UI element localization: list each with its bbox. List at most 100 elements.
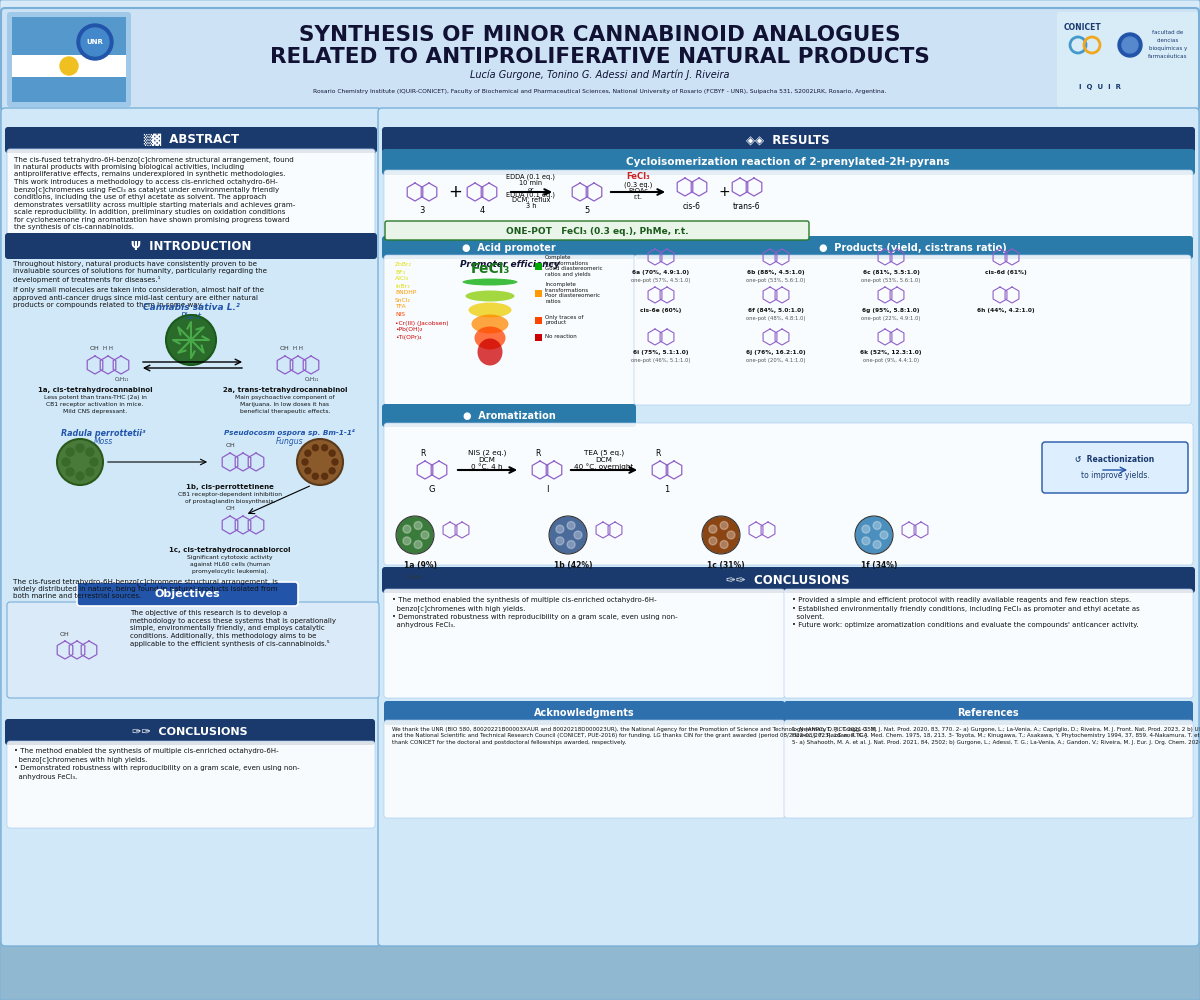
Text: Objectives: Objectives <box>154 589 220 599</box>
Text: NIS: NIS <box>395 312 406 316</box>
Text: 1f (34%): 1f (34%) <box>860 561 898 570</box>
Ellipse shape <box>468 302 511 318</box>
Text: References: References <box>958 708 1019 718</box>
Text: Significant cytotoxic activity: Significant cytotoxic activity <box>187 555 272 560</box>
FancyBboxPatch shape <box>384 701 785 725</box>
Text: 5- a) Shahooth, M. A. et al. J. Nat. Prod. 2021, 84, 2502; b) Gurgone, L.; Adess: 5- a) Shahooth, M. A. et al. J. Nat. Pro… <box>792 740 1200 745</box>
Circle shape <box>312 473 318 479</box>
Circle shape <box>414 521 422 529</box>
Text: 1c, cis-tetrahydrocannabiorcol: 1c, cis-tetrahydrocannabiorcol <box>169 547 290 553</box>
Circle shape <box>322 473 328 479</box>
Text: This work introduces a methodology to access cis-enriched octahydro-6H-: This work introduces a methodology to ac… <box>14 179 278 185</box>
FancyBboxPatch shape <box>7 149 374 235</box>
Text: one-pot (48%, 4.8:1.0): one-pot (48%, 4.8:1.0) <box>746 316 805 321</box>
Text: to improve yields.: to improve yields. <box>1081 471 1150 480</box>
Text: Incomplete
transformations
Poor diastereomeric
ratios: Incomplete transformations Poor diastere… <box>545 282 600 304</box>
Text: cis-6d (61%): cis-6d (61%) <box>985 270 1027 275</box>
Text: Plant: Plant <box>180 312 202 321</box>
Text: C₅H₁₁: C₅H₁₁ <box>407 575 424 580</box>
Circle shape <box>302 459 308 465</box>
Text: 1a, cis-tetrahydrocannabinol: 1a, cis-tetrahydrocannabinol <box>37 387 152 393</box>
Text: Lucía Gurgone, Tonino G. Adessi and Martín J. Riveira: Lucía Gurgone, Tonino G. Adessi and Mart… <box>470 70 730 80</box>
Text: 10 min: 10 min <box>520 180 542 186</box>
Text: DCM, reflux: DCM, reflux <box>512 197 550 203</box>
FancyBboxPatch shape <box>77 582 298 606</box>
Text: No reaction: No reaction <box>545 334 577 340</box>
Text: 1c (31%): 1c (31%) <box>707 561 745 570</box>
Text: 6f (84%, 5.0:1.0): 6f (84%, 5.0:1.0) <box>748 308 804 313</box>
FancyBboxPatch shape <box>5 719 374 745</box>
Circle shape <box>720 521 728 529</box>
Circle shape <box>76 444 84 452</box>
FancyBboxPatch shape <box>7 602 379 698</box>
Circle shape <box>403 537 410 545</box>
Text: Howes, J. F.; Razdan, R. K. J. Med. Chem. 1975, 18, 213. 3- Toyota, M.; Kinugawa: Howes, J. F.; Razdan, R. K. J. Med. Chem… <box>792 734 1200 738</box>
FancyBboxPatch shape <box>382 567 1195 593</box>
Bar <box>0 940 1200 1000</box>
Text: bioquímicas y: bioquímicas y <box>1148 45 1187 51</box>
Circle shape <box>329 468 335 474</box>
Circle shape <box>709 537 716 545</box>
Text: DCM: DCM <box>479 457 496 463</box>
Text: anhydrous FeCl₃.: anhydrous FeCl₃. <box>392 622 455 629</box>
Text: invaluable sources of solutions for humanity, particularly regarding the: invaluable sources of solutions for huma… <box>13 268 266 274</box>
Text: H H: H H <box>103 346 113 351</box>
Text: antiproliferative effects, remains underexplored in synthetic methodologies.: antiproliferative effects, remains under… <box>14 171 286 177</box>
Text: • Demonstrated robustness with reproducibility on a gram scale, even using non-: • Demonstrated robustness with reproduci… <box>14 765 300 771</box>
Circle shape <box>856 517 892 553</box>
Text: BNDHP: BNDHP <box>395 290 416 296</box>
Text: • Provided a simple and efficient protocol with readily available reagents and f: • Provided a simple and efficient protoc… <box>792 597 1132 603</box>
Text: The cis-fused tetrahydro-6H-benzo[c]chromene structural arrangement, is: The cis-fused tetrahydro-6H-benzo[c]chro… <box>13 578 278 585</box>
Text: 5: 5 <box>584 206 589 215</box>
Text: H H: H H <box>293 346 302 351</box>
FancyBboxPatch shape <box>1057 12 1198 107</box>
Text: benzo[c]chromenes with high yields.: benzo[c]chromenes with high yields. <box>392 605 526 612</box>
Text: one-pot (57%, 4.5:1.0): one-pot (57%, 4.5:1.0) <box>631 278 691 283</box>
Circle shape <box>574 531 582 539</box>
Text: Cycloisomerization reaction of 2-prenylated-2H-pyrans: Cycloisomerization reaction of 2-prenyla… <box>626 157 950 167</box>
Text: NIS (2 eq.): NIS (2 eq.) <box>468 450 506 456</box>
Text: Promoter efficiency: Promoter efficiency <box>460 260 560 269</box>
Text: facultad de: facultad de <box>1152 29 1183 34</box>
Text: Ψ  INTRODUCTION: Ψ INTRODUCTION <box>131 239 251 252</box>
Text: conditions. Additionally, this methodology aims to be: conditions. Additionally, this methodolo… <box>130 633 317 639</box>
Text: • Future work: optimize aromatization conditions and evaluate the compounds' ant: • Future work: optimize aromatization co… <box>792 622 1139 629</box>
Text: anhydrous FeCl₃.: anhydrous FeCl₃. <box>14 774 77 780</box>
Circle shape <box>421 531 430 539</box>
FancyBboxPatch shape <box>384 720 785 818</box>
Text: C₅H₁₁: C₅H₁₁ <box>115 377 130 382</box>
Circle shape <box>874 521 881 529</box>
FancyBboxPatch shape <box>7 12 131 107</box>
Bar <box>535 263 542 270</box>
Text: ONE-POT   FeCl₃ (0.3 eq.), PhMe, r.t.: ONE-POT FeCl₃ (0.3 eq.), PhMe, r.t. <box>505 227 689 235</box>
Text: Moss: Moss <box>94 437 113 446</box>
Text: I: I <box>546 485 548 494</box>
Text: 3 h: 3 h <box>526 203 536 209</box>
Text: C₅H₁₁: C₅H₁₁ <box>305 377 319 382</box>
Text: beneficial therapeutic effects.: beneficial therapeutic effects. <box>240 409 330 414</box>
Text: ZnBr₂: ZnBr₂ <box>395 262 412 267</box>
Text: benzo[c]chromenes using FeCl₃ as catalyst under environmentally friendly: benzo[c]chromenes using FeCl₃ as catalys… <box>14 186 280 193</box>
Circle shape <box>862 525 870 533</box>
Text: of prostaglandin biosynthesis.: of prostaglandin biosynthesis. <box>185 499 275 504</box>
Text: ciencias: ciencias <box>1157 37 1180 42</box>
Text: Less potent than trans-THC (2a) in: Less potent than trans-THC (2a) in <box>43 395 146 400</box>
Text: Complete
transformations
Good diastereomeric
ratios and yields: Complete transformations Good diastereom… <box>545 255 602 277</box>
Text: 1: 1 <box>665 485 670 494</box>
Text: R: R <box>655 449 660 458</box>
Text: for cyclohexenone ring aromatization have shown promising progress toward: for cyclohexenone ring aromatization hav… <box>14 217 289 223</box>
Text: InBr₃: InBr₃ <box>395 284 409 288</box>
Text: G: G <box>428 485 436 494</box>
Circle shape <box>874 541 881 549</box>
Circle shape <box>862 537 870 545</box>
Text: one-pot (22%, 4.9:1.0): one-pot (22%, 4.9:1.0) <box>862 316 920 321</box>
Circle shape <box>332 459 338 465</box>
Text: cis-6: cis-6 <box>683 202 701 211</box>
Text: one-pot (53%, 5.6:1.0): one-pot (53%, 5.6:1.0) <box>862 278 920 283</box>
FancyBboxPatch shape <box>382 127 1195 153</box>
Text: CB1 receptor-dependent inhibition: CB1 receptor-dependent inhibition <box>178 492 282 497</box>
Text: r.t.: r.t. <box>634 194 642 200</box>
Text: EtOAc: EtOAc <box>628 188 648 194</box>
FancyBboxPatch shape <box>7 741 374 828</box>
Text: DCM: DCM <box>595 457 612 463</box>
